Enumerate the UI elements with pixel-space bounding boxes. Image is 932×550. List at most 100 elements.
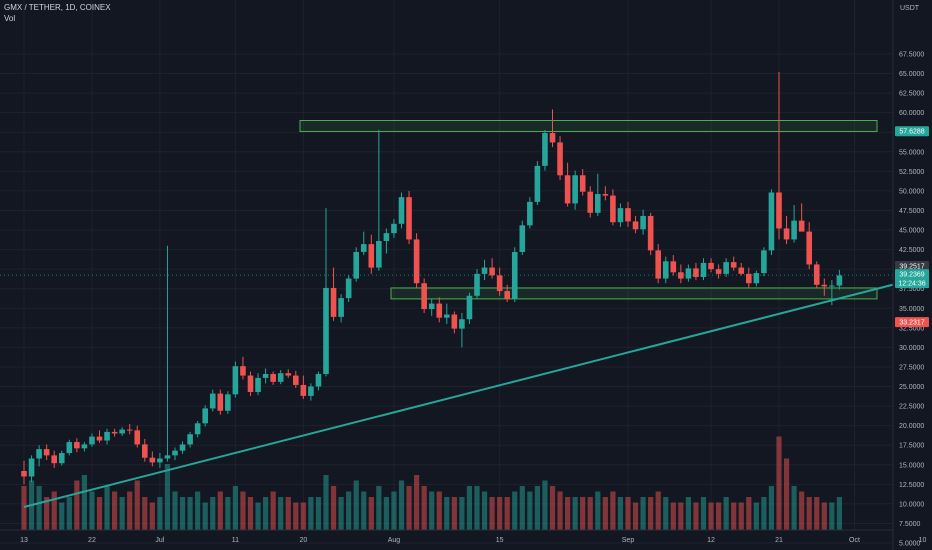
volume-bar (806, 497, 812, 530)
candle-body (481, 267, 488, 274)
candle (21, 460, 27, 485)
candle (821, 278, 828, 296)
candle-body (625, 208, 631, 222)
volume-bar (549, 486, 556, 530)
candle (466, 292, 473, 324)
candle-body (504, 291, 510, 299)
candle (406, 190, 412, 245)
candle (142, 438, 148, 462)
candle-body (360, 244, 367, 252)
volume-bar (112, 491, 118, 530)
volume-bar (59, 502, 65, 530)
candle-body (527, 201, 533, 226)
price-label-bg (895, 126, 929, 137)
zone-support (390, 287, 878, 300)
x-tick-label: 20 (299, 537, 307, 544)
candle-body (255, 377, 261, 392)
candle-body (542, 133, 548, 166)
candle-body (217, 393, 224, 411)
volume-bar (210, 497, 216, 530)
volume-bar (542, 480, 548, 530)
volume-bar (783, 458, 790, 530)
candle (300, 375, 307, 400)
volume-bar (66, 497, 72, 530)
candle (360, 231, 367, 256)
volume-bar (459, 497, 465, 530)
price-label-bg (895, 317, 929, 328)
candle-body (413, 239, 420, 284)
candle (247, 371, 254, 396)
candle (806, 222, 812, 270)
candle-body (277, 373, 284, 382)
candle (798, 203, 805, 232)
volume-bar (346, 491, 352, 530)
volume-bar (119, 497, 125, 530)
price-label-text: 39.2517 (899, 264, 924, 271)
candle-body (202, 408, 208, 424)
candle (134, 425, 141, 448)
y-tick-label: 50.0000 (899, 188, 924, 195)
candle-body (353, 251, 359, 279)
volume-bar (172, 491, 178, 530)
candle (421, 278, 427, 313)
candle (383, 228, 390, 254)
x-tick-label: 10 (919, 537, 927, 544)
candle-body (496, 275, 503, 292)
volume-bar (51, 491, 57, 530)
x-tick-label: Oct (849, 537, 860, 544)
candle (738, 262, 745, 276)
candle-body (776, 192, 782, 229)
candle (308, 383, 314, 401)
candle-body (391, 223, 397, 234)
volume-bar (617, 497, 624, 530)
candle-body (655, 250, 661, 279)
candle-body (572, 175, 578, 204)
candle-body (557, 142, 563, 176)
candle (746, 267, 752, 288)
x-tick-label: 21 (775, 537, 783, 544)
price-label: 12:24:36 (895, 278, 929, 289)
candle-body (534, 165, 541, 202)
candle (625, 201, 631, 227)
candle-body (587, 191, 594, 213)
volume-label[interactable]: Vol (4, 14, 16, 23)
candle (209, 389, 216, 412)
volume-bar (557, 491, 563, 530)
candle (602, 186, 609, 201)
candle (557, 136, 563, 180)
candle-body (134, 430, 141, 445)
candle (232, 361, 239, 398)
candle (768, 189, 775, 256)
candle (444, 303, 450, 324)
volume-bar (134, 480, 140, 530)
volume-bar (383, 497, 389, 530)
candle (66, 439, 73, 456)
volume-bar (376, 486, 382, 530)
volume-bar (164, 464, 171, 530)
volume-bar (648, 497, 654, 530)
symbol-title[interactable]: GMX / TETHER, 1D, COINEX (4, 3, 111, 12)
y-tick-label: 22.5000 (899, 404, 924, 411)
candle (519, 220, 526, 256)
candle (119, 427, 125, 436)
volume-bar (414, 475, 420, 530)
volume-bar (278, 497, 284, 530)
candle-body (330, 287, 337, 317)
price-label: 33.2317 (895, 317, 929, 328)
candle-body (225, 394, 231, 411)
candle-body (511, 251, 518, 299)
volume-bar (565, 497, 571, 530)
price-label-text: 12:24:36 (898, 281, 925, 288)
candle-body (730, 262, 737, 268)
volume-bar (519, 486, 525, 530)
volume-bar (353, 480, 359, 530)
y-tick-label: 12.5000 (899, 482, 924, 489)
candle-body (746, 273, 752, 284)
candle (74, 438, 80, 453)
volume-bar (44, 497, 50, 530)
candle-body (783, 228, 790, 240)
candle (338, 294, 344, 323)
volume-bar (104, 486, 110, 530)
